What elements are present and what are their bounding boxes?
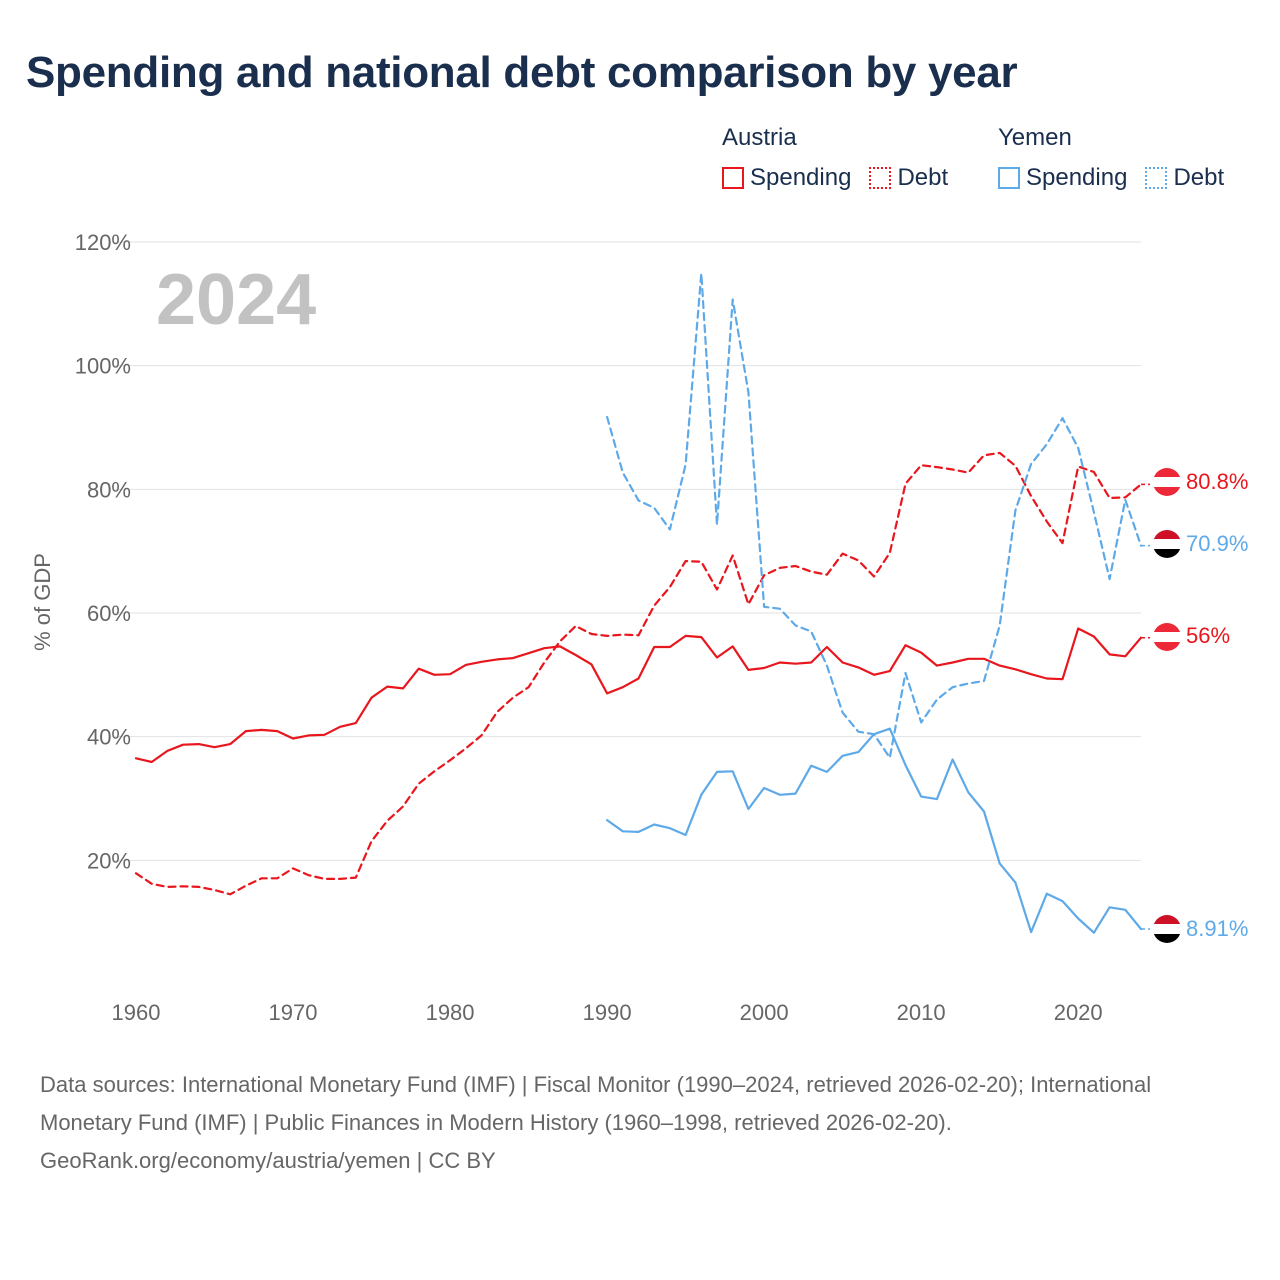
legend-item-label: Debt xyxy=(1173,164,1225,191)
y-axis-ticks: 20% 40% 60% 80% 100% 120% xyxy=(75,230,131,873)
year-watermark: 2024 xyxy=(156,260,316,340)
legend-item-yemen-debt[interactable]: Debt xyxy=(1145,164,1224,192)
legend-item-label: Spending xyxy=(750,164,852,191)
series-line-austria-debt xyxy=(134,451,1143,896)
x-axis-ticks: 1960 1970 1980 1990 2000 2010 2020 xyxy=(112,1000,1103,1025)
legend-group-austria: Austria Spending Debt xyxy=(722,122,948,192)
legend-item-austria-spending[interactable]: Spending xyxy=(722,164,851,192)
series-line-yemen-spending xyxy=(606,727,1143,934)
line-chart: 20% 40% 60% 80% 100% 120% 1960 1970 1980 1990 200… xyxy=(30,230,1248,1025)
legend-item-yemen-spending[interactable]: Spending xyxy=(998,164,1127,192)
legend-item-label: Spending xyxy=(1026,164,1128,191)
gridlines xyxy=(113,241,1141,861)
series-line-yemen-debt xyxy=(606,272,1143,759)
y-tick-label: 20% xyxy=(87,848,131,873)
x-tick-label: 1980 xyxy=(426,1000,475,1025)
flag-marker-austria-spending xyxy=(1153,623,1181,651)
x-tick-label: 2010 xyxy=(897,1000,946,1025)
series-lines xyxy=(134,272,1150,934)
end-label-yemen-debt: 70.9% xyxy=(1186,531,1248,556)
flag-marker-yemen-debt xyxy=(1153,530,1181,558)
x-tick-label: 2000 xyxy=(740,1000,789,1025)
footer: Data sources: International Monetary Fun… xyxy=(40,1066,1240,1180)
legend-group-label: Yemen xyxy=(998,124,1072,151)
data-sources: Data sources: International Monetary Fun… xyxy=(40,1072,1152,1135)
series-line-austria-spending xyxy=(134,627,1143,764)
credit-link[interactable]: GeoRank.org/economy/austria/yemen | CC B… xyxy=(40,1148,496,1173)
legend-item-austria-debt[interactable]: Debt xyxy=(869,164,948,192)
legend-swatch-dotted xyxy=(869,167,892,189)
legend-group-label: Austria xyxy=(722,124,797,151)
end-label-austria-debt: 80.8% xyxy=(1186,469,1248,494)
legend-swatch-solid xyxy=(722,167,744,189)
y-tick-label: 120% xyxy=(75,230,131,255)
legend-item-label: Debt xyxy=(897,164,949,191)
end-label-yemen-spending: 8.91% xyxy=(1186,916,1248,941)
chart-title: Spending and national debt comparison by… xyxy=(26,48,1018,97)
y-axis-title: % of GDP xyxy=(30,553,55,651)
y-tick-label: 80% xyxy=(87,477,131,502)
end-label-austria-spending: 56% xyxy=(1186,623,1230,648)
x-tick-label: 1970 xyxy=(269,1000,318,1025)
y-tick-label: 40% xyxy=(87,725,131,750)
flag-marker-austria-debt xyxy=(1153,468,1181,496)
x-tick-label: 1990 xyxy=(583,1000,632,1025)
x-tick-label: 2020 xyxy=(1054,1000,1103,1025)
x-tick-label: 1960 xyxy=(112,1000,161,1025)
legend-swatch-dotted xyxy=(1145,167,1168,189)
legend-group-yemen: Yemen Spending Debt xyxy=(998,122,1224,192)
legend-swatch-solid xyxy=(998,167,1020,189)
y-tick-label: 60% xyxy=(87,601,131,626)
flag-marker-yemen-spending xyxy=(1153,915,1181,943)
y-tick-label: 100% xyxy=(75,354,131,379)
